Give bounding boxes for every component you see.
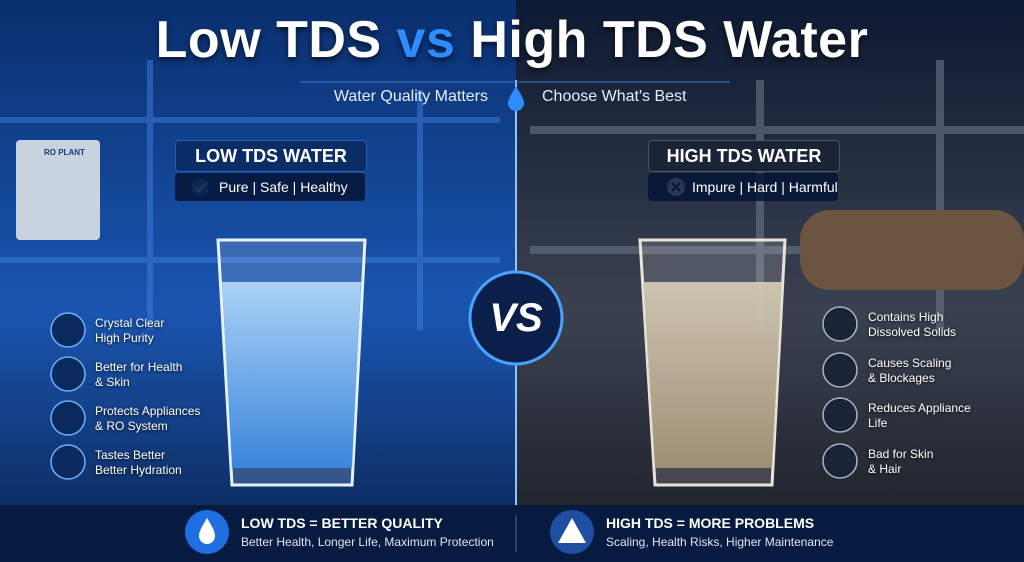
feature-line: High Purity <box>95 331 154 345</box>
feature-line: Better for Health <box>95 360 183 374</box>
footer-band <box>0 505 1024 562</box>
footer-text: Better Health, Longer Life, Maximum Prot… <box>241 535 494 549</box>
vs-badge <box>468 270 564 366</box>
panel-heading: LOW TDS WATER <box>175 140 367 172</box>
footer-title: LOW TDS = BETTER QUALITY <box>241 515 443 531</box>
panel-tagline: Impure | Hard | Harmful <box>648 173 838 201</box>
footer-text: Scaling, Health Risks, Higher Maintenanc… <box>606 535 834 549</box>
feature-line: & Blockages <box>868 371 935 385</box>
feature-line: Protects Appliances <box>95 404 201 418</box>
feature: Reduces Appliance Life <box>868 401 971 431</box>
title: Low TDS vs High TDS Water <box>0 10 1024 70</box>
droplet-icon <box>508 86 524 111</box>
feature-line: & Hair <box>868 462 902 476</box>
footer-warn <box>558 518 586 543</box>
left-icons <box>50 312 86 480</box>
feature-line: & Skin <box>95 375 130 389</box>
title-vs: vs <box>396 11 456 69</box>
footer-title: HIGH TDS = MORE PROBLEMS <box>606 515 815 531</box>
title-part: High TDS Water <box>470 11 869 69</box>
feature-line: Tastes Better <box>95 448 166 462</box>
subtitle-right: Choose What's Best <box>542 88 687 105</box>
feature-line: Bad for Skin <box>868 447 934 461</box>
feature: Contains High Dissolved Solids <box>868 310 956 340</box>
feature-line: Life <box>868 416 888 430</box>
feature-line: Causes Scaling <box>868 356 952 370</box>
left-bg <box>0 0 516 562</box>
subtitle-left: Water Quality Matters <box>333 88 488 105</box>
feature-line: Crystal Clear <box>95 316 165 330</box>
feature: Protects Appliances & RO System <box>95 404 200 434</box>
feature-line: Better Hydration <box>95 463 182 477</box>
feature: Causes Scaling & Blockages <box>868 356 951 386</box>
feature-line: Reduces Appliance <box>868 401 971 415</box>
feature-line: Contains High <box>868 310 944 324</box>
panel-heading: HIGH TDS WATER <box>648 140 840 172</box>
feature-line: & RO System <box>95 419 168 433</box>
water-right <box>643 282 782 468</box>
control-panel <box>16 140 100 240</box>
feature: Better for Health & Skin <box>95 360 182 390</box>
panel-tagline: Pure | Safe | Healthy <box>175 173 365 201</box>
feature-line: Dissolved Solids <box>868 325 957 339</box>
feature: Bad for Skin & Hair <box>868 447 933 477</box>
pipes-left <box>0 60 500 330</box>
water-left <box>222 282 361 468</box>
feature: Tastes Better Better Hydration <box>95 448 182 478</box>
footer-drop <box>199 518 215 544</box>
plant-label: RO PLANT <box>44 148 85 157</box>
feature: Crystal Clear High Purity <box>95 316 164 346</box>
scaled-pipe <box>800 210 1024 290</box>
vs-text: VS <box>489 296 543 340</box>
right-icons <box>822 306 858 479</box>
title-part: Low TDS <box>155 11 382 69</box>
